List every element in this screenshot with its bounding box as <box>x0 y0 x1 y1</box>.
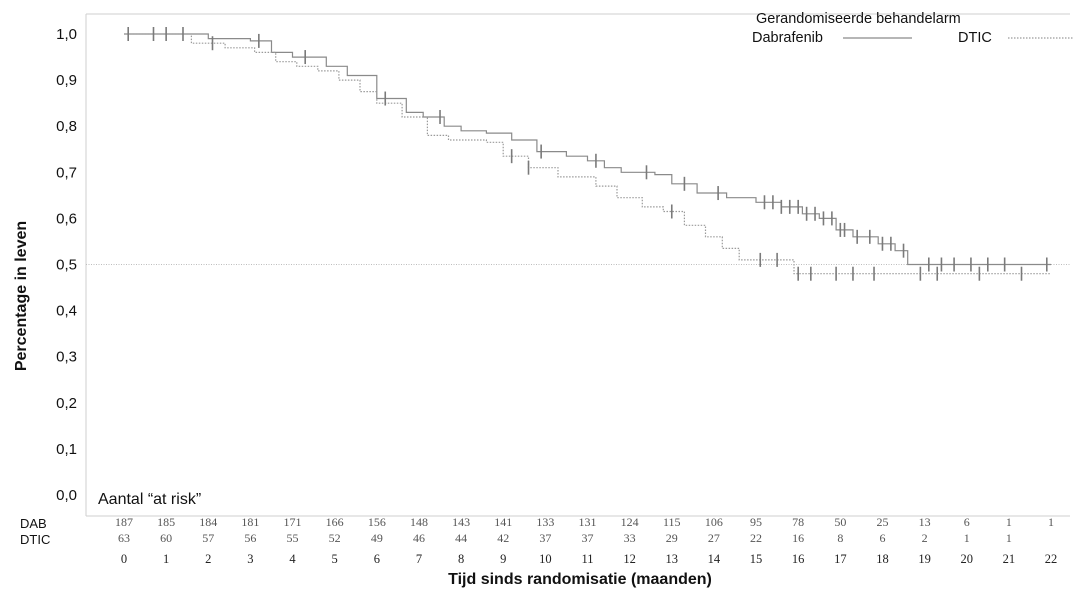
x-axis-title: Tijd sinds randomisatie (maanden) <box>448 571 712 588</box>
x-tick-label: 9 <box>500 552 506 566</box>
risk-value-dab: 185 <box>157 515 175 529</box>
x-tick-label: 16 <box>792 552 805 566</box>
risk-value-dtic: 1 <box>1006 531 1012 545</box>
risk-value-dab: 1 <box>1006 515 1012 529</box>
legend-label-dtic: DTIC <box>958 30 992 46</box>
x-tick-label: 19 <box>918 552 931 566</box>
risk-value-dab: 50 <box>834 515 846 529</box>
legend-label-dabrafenib: Dabrafenib <box>752 30 823 46</box>
x-tick-label: 18 <box>876 552 889 566</box>
risk-value-dtic: 27 <box>708 531 720 545</box>
x-tick-label: 20 <box>960 552 973 566</box>
risk-value-dab: 171 <box>284 515 302 529</box>
y-axis-ticks: 0,0 0,1 0,2 0,3 0,4 0,5 0,6 0,7 0,8 0,9 1,0 <box>56 26 77 504</box>
y-tick-label: 0,0 <box>56 487 77 504</box>
risk-value-dtic: 52 <box>329 531 341 545</box>
risk-value-dab: 1 <box>1048 515 1054 529</box>
risk-value-dab: 181 <box>241 515 259 529</box>
risk-value-dab: 141 <box>494 515 512 529</box>
risk-value-dtic: 16 <box>792 531 804 545</box>
risk-value-dtic: 6 <box>879 531 885 545</box>
y-tick-label: 0,8 <box>56 118 77 135</box>
risk-value-dtic: 44 <box>455 531 467 545</box>
risk-value-dtic: 60 <box>160 531 172 545</box>
risk-value-dab: 166 <box>326 515 344 529</box>
survival-curve-dabrafenib <box>124 33 1051 266</box>
x-axis-ticks: 0 1 2 3 4 5 6 7 8 9 10 11 12 13 14 15 16 17 18 19 20 21 22 <box>121 552 1057 566</box>
risk-value-dab: 184 <box>199 515 217 529</box>
risk-value-dab: 187 <box>115 515 133 529</box>
risk-value-dtic: 42 <box>497 531 509 545</box>
risk-row-label-dab: DAB <box>20 516 47 531</box>
survival-curves <box>124 33 1051 275</box>
risk-value-dab: 6 <box>964 515 970 529</box>
risk-value-dtic: 22 <box>750 531 762 545</box>
x-tick-label: 13 <box>666 552 679 566</box>
risk-value-dab: 124 <box>621 515 639 529</box>
risk-value-dtic: 63 <box>118 531 130 545</box>
x-tick-label: 11 <box>581 552 593 566</box>
y-tick-label: 0,7 <box>56 164 77 181</box>
y-tick-label: 0,1 <box>56 441 77 458</box>
y-tick-label: 0,4 <box>56 303 77 320</box>
risk-value-dtic: 29 <box>666 531 678 545</box>
x-tick-label: 7 <box>416 552 422 566</box>
x-tick-label: 8 <box>458 552 464 566</box>
risk-value-dab: 133 <box>536 515 554 529</box>
risk-value-dab: 115 <box>663 515 681 529</box>
legend-title: Gerandomiseerde behandelarm <box>756 11 961 27</box>
y-tick-label: 0,6 <box>56 210 77 227</box>
x-tick-label: 17 <box>834 552 847 566</box>
x-tick-label: 6 <box>374 552 380 566</box>
risk-table-title: Aantal “at risk” <box>98 491 201 508</box>
y-tick-label: 0,9 <box>56 72 77 89</box>
risk-value-dab: 131 <box>579 515 597 529</box>
x-tick-label: 10 <box>539 552 552 566</box>
risk-value-dab: 156 <box>368 515 386 529</box>
risk-value-dtic: 56 <box>244 531 256 545</box>
x-tick-label: 21 <box>1003 552 1016 566</box>
legend: Gerandomiseerde behandelarm Dabrafenib D… <box>752 11 1074 46</box>
x-tick-label: 22 <box>1045 552 1058 566</box>
risk-value-dab: 143 <box>452 515 470 529</box>
risk-value-dab: 25 <box>876 515 888 529</box>
y-tick-label: 0,5 <box>56 257 77 274</box>
x-tick-label: 0 <box>121 552 127 566</box>
x-tick-label: 3 <box>247 552 253 566</box>
risk-value-dab: 78 <box>792 515 804 529</box>
y-tick-label: 0,2 <box>56 395 77 412</box>
censor-marks <box>127 27 1048 281</box>
risk-value-dtic: 2 <box>922 531 928 545</box>
risk-value-dtic: 57 <box>202 531 214 545</box>
x-tick-label: 4 <box>289 552 296 566</box>
x-tick-label: 5 <box>332 552 338 566</box>
x-tick-label: 15 <box>750 552 763 566</box>
x-tick-label: 1 <box>163 552 169 566</box>
y-tick-label: 0,3 <box>56 349 77 366</box>
risk-table-values: 187 185 184 181 171 166 156 148 143 141 133 131 124 1… <box>115 515 1054 545</box>
survival-curve-dtic <box>124 33 1051 275</box>
risk-row-label-dtic: DTIC <box>20 532 50 547</box>
risk-value-dab: 148 <box>410 515 428 529</box>
risk-value-dtic: 37 <box>582 531 594 545</box>
y-axis-title: Percentage in leven <box>13 221 30 371</box>
risk-value-dtic: 49 <box>371 531 383 545</box>
y-tick-label: 1,0 <box>56 26 77 43</box>
x-tick-label: 12 <box>623 552 636 566</box>
x-tick-label: 2 <box>205 552 211 566</box>
x-tick-label: 14 <box>708 552 721 566</box>
risk-value-dtic: 55 <box>287 531 299 545</box>
risk-value-dab: 13 <box>919 515 931 529</box>
risk-value-dab: 106 <box>705 515 723 529</box>
risk-value-dtic: 1 <box>964 531 970 545</box>
risk-value-dtic: 46 <box>413 531 425 545</box>
risk-value-dtic: 33 <box>624 531 636 545</box>
risk-value-dab: 95 <box>750 515 762 529</box>
risk-value-dtic: 37 <box>539 531 551 545</box>
risk-value-dtic: 8 <box>837 531 843 545</box>
